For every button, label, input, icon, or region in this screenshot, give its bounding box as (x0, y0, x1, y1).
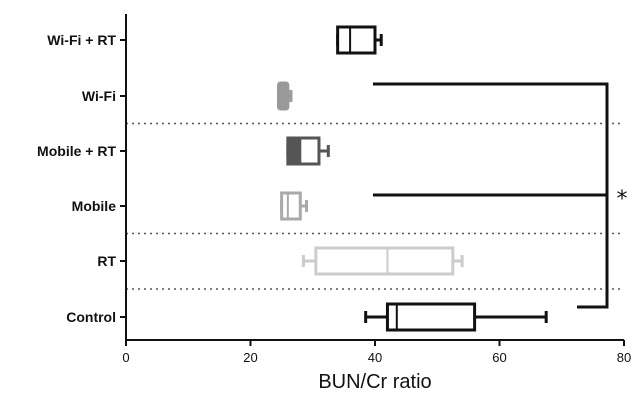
axes-layer: 0 20 40 60 80 Wi-Fi + RT Wi-Fi Mobile + RT Mobil… (37, 14, 631, 365)
box-wi-fi-rt (336, 25, 383, 55)
x-tick-label-20: 20 (243, 350, 257, 365)
box-iqr (385, 302, 477, 332)
box-control (364, 302, 548, 332)
y-tick-label-rt: RT (97, 253, 116, 269)
y-tick-label-control: Control (66, 309, 116, 325)
group-separators (126, 122, 624, 290)
box-iqr (280, 191, 302, 221)
box-iqr (314, 246, 455, 276)
significance-asterisk: * (617, 187, 628, 212)
box-mobile-rt (286, 136, 330, 166)
x-tick-label-80: 80 (617, 350, 631, 365)
boxes-layer (277, 25, 548, 332)
box-rt (301, 246, 464, 276)
y-tick-label-wi-fi-rt: Wi-Fi + RT (47, 32, 116, 48)
y-tick-label-mobile: Mobile (72, 198, 117, 214)
x-tick-label-60: 60 (492, 350, 506, 365)
box-iqr (336, 25, 377, 55)
x-tick-label-0: 0 (122, 350, 129, 365)
x-axis-title: BUN/Cr ratio (318, 371, 431, 393)
y-tick-label-mobile-rt: Mobile + RT (37, 143, 116, 159)
box-iqr (277, 81, 290, 111)
annotation-layer: * (372, 82, 628, 309)
box-mobile (280, 191, 309, 221)
box-iqr (286, 136, 321, 166)
box-fill (287, 138, 301, 164)
box-wi-fi (277, 81, 293, 111)
y-tick-label-wi-fi: Wi-Fi (82, 88, 116, 104)
x-tick-label-40: 40 (368, 350, 382, 365)
